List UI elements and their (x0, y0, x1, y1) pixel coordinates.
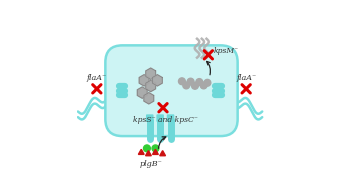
Text: flaA⁻: flaA⁻ (236, 74, 256, 82)
Polygon shape (138, 149, 144, 154)
Polygon shape (160, 151, 166, 156)
Circle shape (152, 145, 159, 152)
Polygon shape (146, 80, 156, 92)
Text: kpsM⁻: kpsM⁻ (214, 47, 239, 55)
Polygon shape (146, 68, 156, 79)
Text: kpsS⁻ and kpsC⁻: kpsS⁻ and kpsC⁻ (133, 116, 198, 124)
Circle shape (187, 78, 194, 85)
Circle shape (143, 145, 150, 152)
FancyBboxPatch shape (167, 114, 174, 122)
Circle shape (200, 82, 207, 89)
Polygon shape (153, 149, 158, 154)
FancyArrowPatch shape (207, 61, 211, 75)
FancyBboxPatch shape (105, 45, 238, 136)
Circle shape (204, 79, 211, 86)
FancyBboxPatch shape (146, 114, 154, 122)
Circle shape (183, 82, 190, 89)
FancyBboxPatch shape (156, 114, 164, 122)
Circle shape (196, 79, 203, 85)
FancyArrowPatch shape (158, 137, 166, 148)
Polygon shape (137, 87, 147, 98)
Polygon shape (144, 93, 154, 104)
Circle shape (191, 82, 198, 89)
Text: plgB⁻: plgB⁻ (139, 160, 162, 168)
Circle shape (178, 78, 185, 85)
Polygon shape (139, 75, 149, 86)
Polygon shape (145, 151, 151, 156)
Polygon shape (152, 75, 162, 86)
Text: flaA⁻: flaA⁻ (87, 74, 107, 82)
